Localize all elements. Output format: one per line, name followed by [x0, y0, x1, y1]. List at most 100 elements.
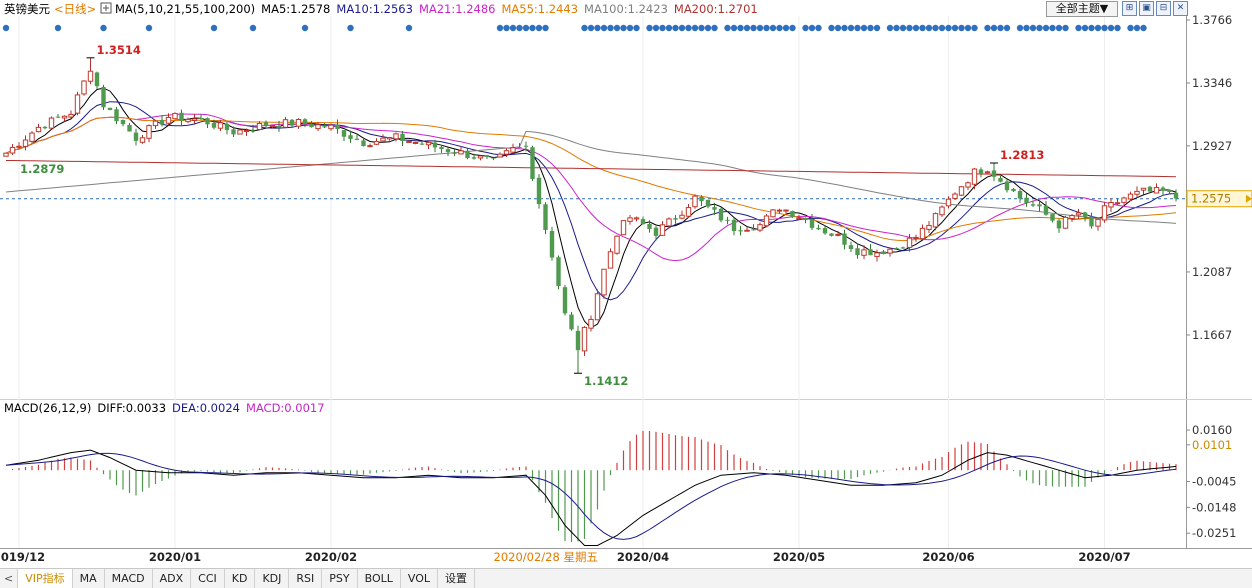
candle-body [939, 206, 945, 216]
signal-dot [1088, 24, 1095, 32]
tab-adx[interactable]: ADX [153, 569, 192, 588]
candle-body [471, 157, 477, 159]
signal-dot [906, 24, 913, 32]
signal-dot [958, 24, 965, 32]
signal-dot [1036, 24, 1043, 32]
candle-body [1082, 212, 1088, 217]
tab-vol[interactable]: VOL [401, 569, 439, 588]
candle-body [256, 122, 263, 130]
signal-dot [1075, 24, 1082, 32]
candle-body [549, 231, 555, 258]
maximize-window-icon[interactable]: ▣ [1139, 1, 1154, 16]
candle-body [289, 119, 295, 126]
tab-macd[interactable]: MACD [105, 569, 153, 588]
signal-dot [743, 24, 751, 32]
signal-dot [815, 24, 822, 32]
signal-dot [685, 24, 692, 32]
candle-body [581, 326, 588, 352]
candle-body [770, 209, 776, 218]
candle-body [458, 150, 464, 155]
signal-dot [1101, 24, 1108, 32]
signal-dot [984, 24, 991, 32]
tab-ma[interactable]: MA [73, 569, 105, 588]
candle-body [354, 138, 360, 140]
candle-body [159, 119, 165, 125]
candle-body [633, 217, 640, 220]
high-label: 1.2813 [1000, 148, 1044, 162]
candle-body [575, 330, 581, 351]
candle-body [1108, 201, 1114, 208]
candle-body [29, 132, 35, 142]
signal-dot [1029, 24, 1037, 32]
candle-body [1173, 192, 1179, 199]
signal-dot [919, 24, 926, 32]
x-axis-label: 2020/05 [773, 550, 825, 564]
candle-body [68, 113, 74, 118]
candle-body [309, 123, 314, 128]
candle-body [477, 155, 484, 159]
signal-dot [535, 24, 543, 32]
candle-body [1030, 204, 1036, 206]
candle-body [120, 120, 126, 125]
candle-body [1095, 218, 1101, 227]
tile-window-icon[interactable]: ⊞ [1122, 1, 1137, 16]
candle-body [562, 287, 568, 314]
candle-body [673, 218, 678, 220]
candle-body [322, 126, 327, 128]
signal-dot [54, 24, 62, 32]
macd-dea-line [5, 452, 1177, 540]
candle-body [816, 227, 821, 230]
macd-tick-label: 0.0101 [1192, 438, 1232, 452]
tab-cci[interactable]: CCI [191, 569, 225, 588]
signal-dot [542, 24, 549, 32]
restore-window-icon[interactable]: ⊟ [1156, 1, 1171, 16]
tab-boll[interactable]: BOLL [358, 569, 401, 588]
candle-body [282, 119, 289, 128]
low-label: 1.2879 [20, 162, 64, 176]
candle-body [1069, 215, 1075, 219]
candle-body [380, 137, 386, 142]
symbol-title: 英镑美元 [4, 2, 50, 16]
tab-rsi[interactable]: RSI [289, 569, 323, 588]
x-axis-label: 2020/04 [617, 550, 669, 564]
signal-dot [1049, 24, 1056, 32]
tab-kd[interactable]: KD [225, 569, 256, 588]
close-window-icon[interactable]: ✕ [1173, 1, 1188, 16]
ma10-line [5, 101, 1177, 301]
candle-body [367, 145, 373, 148]
theme-dropdown[interactable]: 全部主题▼ [1046, 1, 1118, 17]
candle-body [101, 86, 106, 108]
signal-dot [756, 24, 764, 32]
tab-settings[interactable]: 设置 [438, 569, 476, 588]
signal-dot [945, 24, 952, 32]
signal-dot [841, 24, 848, 32]
signal-dot [912, 24, 920, 32]
price-tick-label: 1.1667 [1192, 328, 1232, 342]
tab-vip[interactable]: VIP指标 [18, 569, 73, 588]
candle-body [679, 214, 685, 219]
candle-body [523, 145, 529, 147]
signal-dot [1055, 24, 1063, 32]
tab-scroll-left-button[interactable]: < [0, 569, 19, 588]
candle-body [835, 233, 841, 236]
candle-body [731, 219, 737, 231]
candle-body [269, 124, 276, 128]
candle-body [757, 224, 763, 231]
tab-kdj[interactable]: KDJ [255, 569, 290, 588]
candle-body [9, 146, 16, 154]
tab-psy[interactable]: PSY [322, 569, 358, 588]
candle-body [439, 146, 444, 149]
period-selector[interactable]: <日线> [54, 2, 96, 16]
candle-body [432, 142, 438, 148]
signal-dot [665, 24, 673, 32]
settings-icon[interactable] [100, 2, 112, 14]
candle-body [796, 217, 802, 220]
signal-dot [990, 24, 998, 32]
candle-body [491, 157, 496, 159]
macd-tick-label: -0.0148 [1192, 500, 1236, 514]
candle-body [165, 116, 172, 124]
x-axis-label: 2020/06 [922, 550, 974, 564]
candle-body [809, 219, 815, 228]
candle-body [1160, 187, 1166, 191]
candle-body [315, 124, 321, 130]
